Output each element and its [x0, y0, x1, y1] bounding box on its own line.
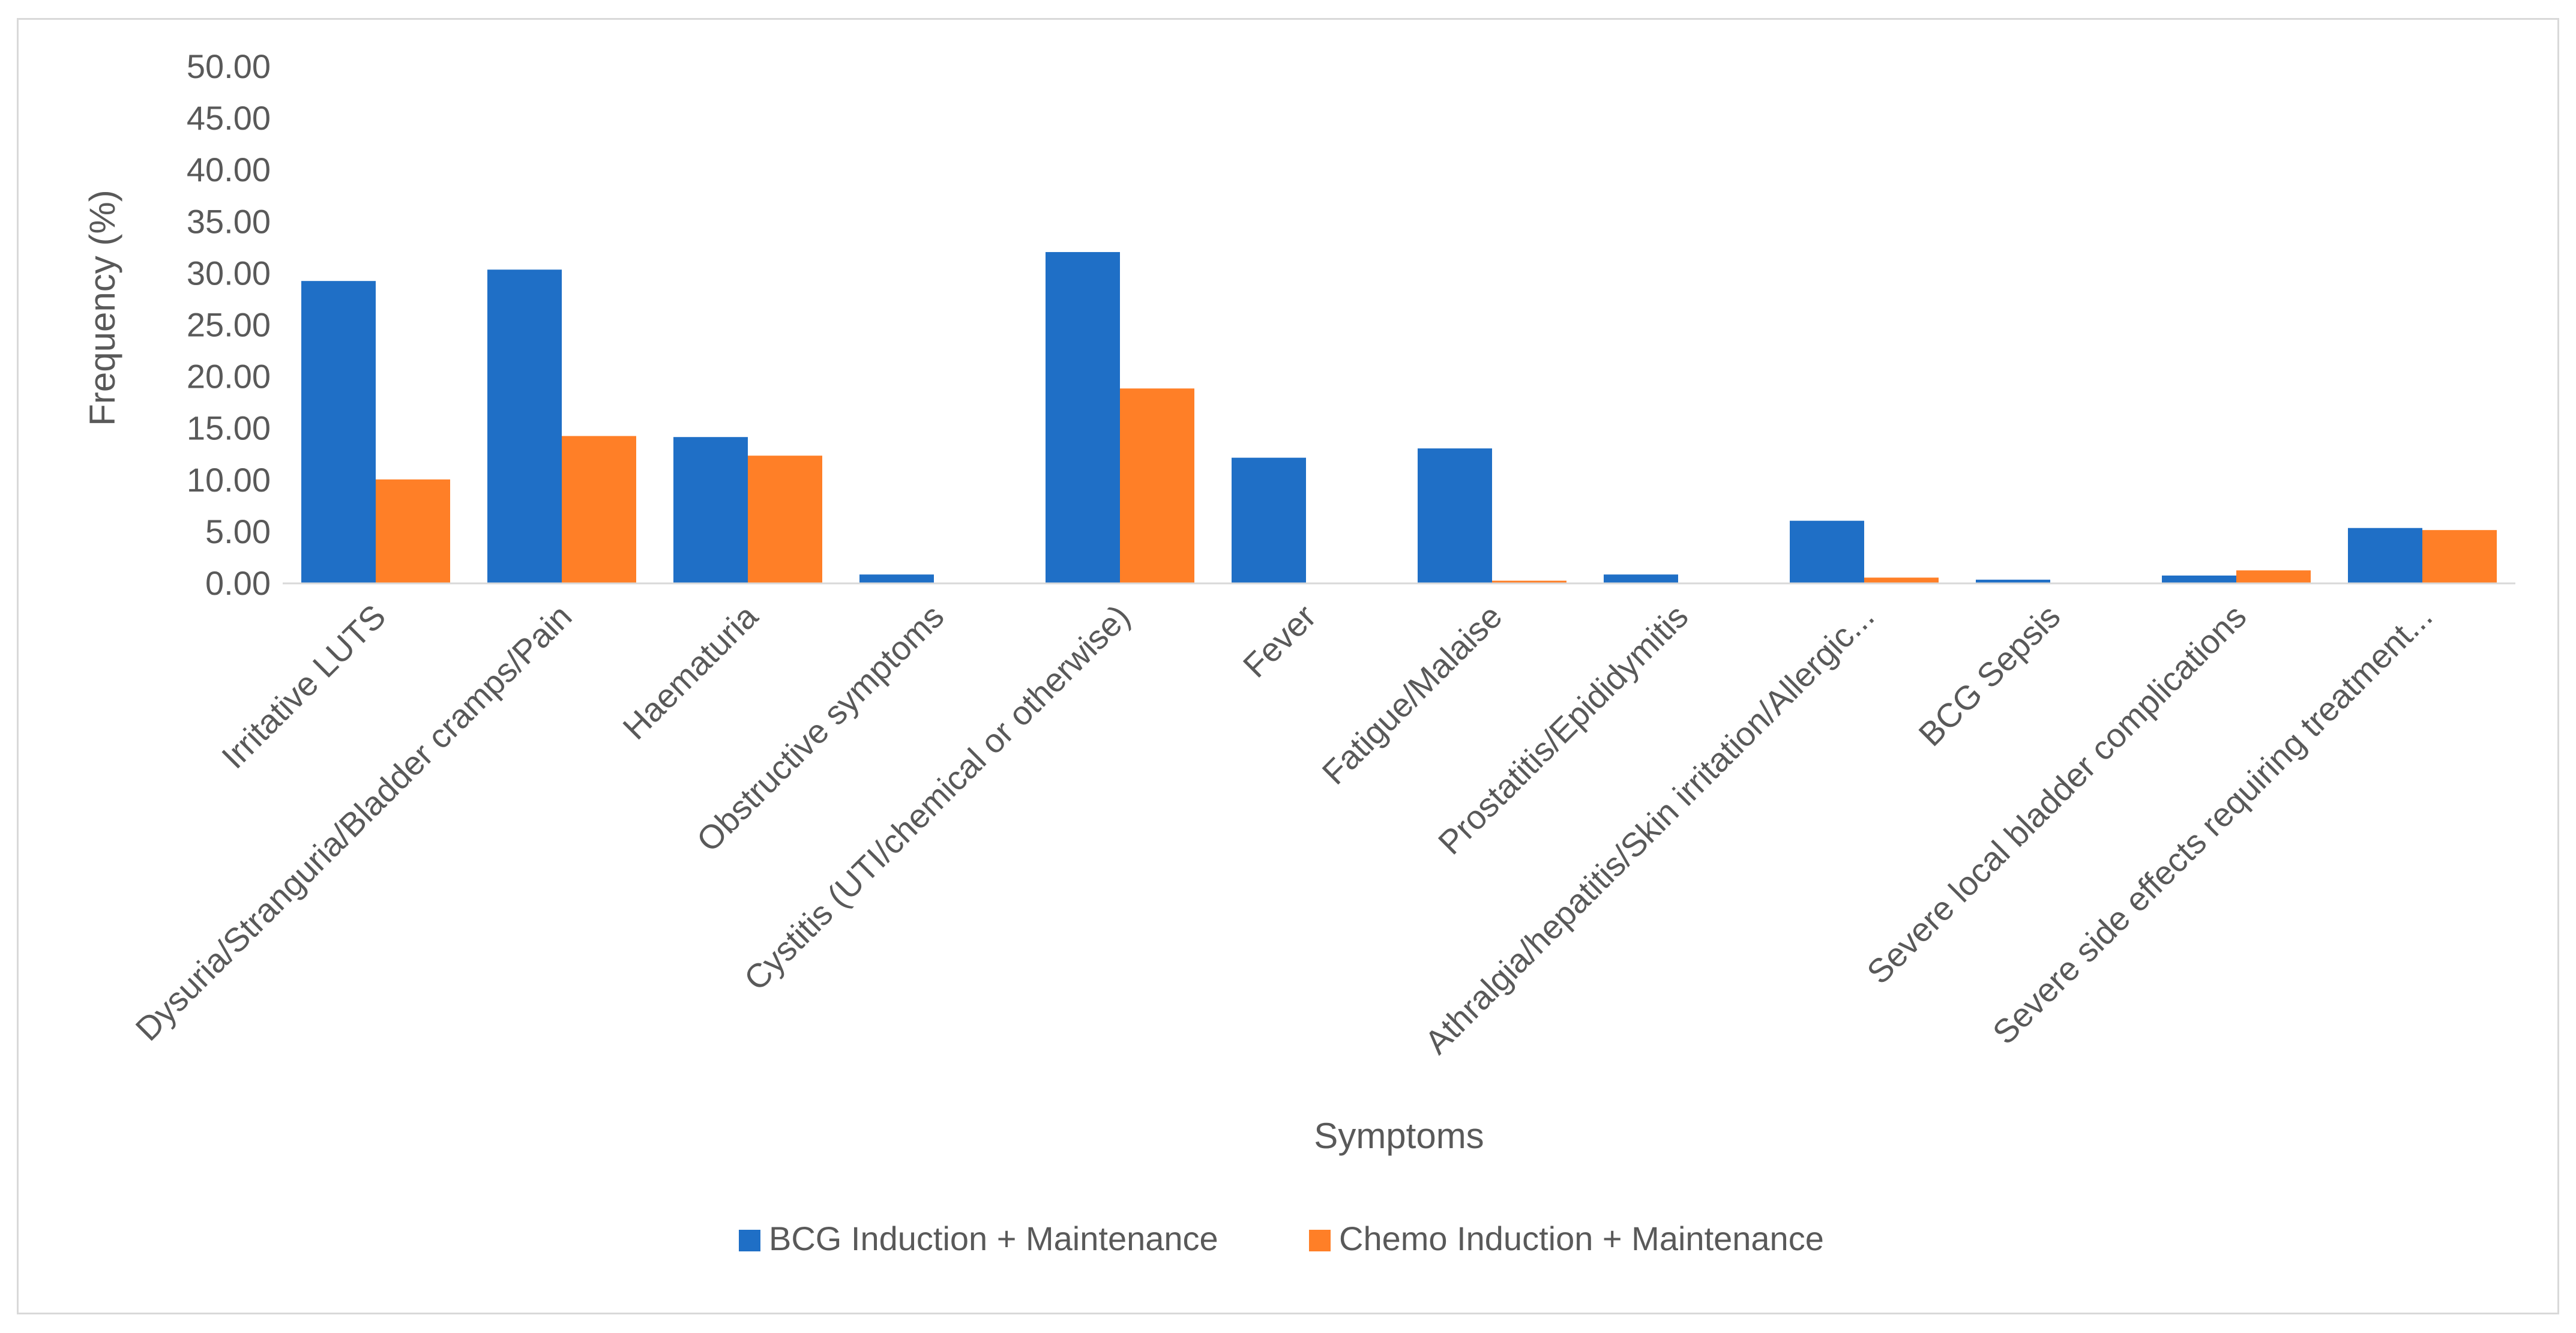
bar-bcg [1418, 448, 1492, 583]
bar-bcg [487, 269, 562, 583]
x-category-label: Dysuria/Stranguria/Bladder cramps/Pain [128, 597, 579, 1048]
bar-chemo [748, 456, 822, 583]
y-axis-ticks: 0.00 5.00 10.00 15.00 20.00 25.00 30.00 35.00 40… [187, 47, 271, 602]
y-tick-label: 0.00 [205, 564, 271, 602]
x-category-label: BCG Sepsis [1911, 597, 2067, 753]
legend-label-bcg: BCG Induction + Maintenance [769, 1220, 1218, 1257]
bar-bcg [673, 437, 748, 583]
chart-area: 0.00 5.00 10.00 15.00 20.00 25.00 30.00 35.00 40… [17, 18, 2559, 1314]
x-category-label: Irritative LUTS [214, 597, 393, 776]
bar-bcg [2348, 528, 2422, 583]
y-tick-label: 45.00 [187, 99, 271, 137]
bar-bcg [1790, 520, 1864, 583]
bar-bcg [859, 574, 934, 583]
bar-bcg [2162, 575, 2236, 583]
y-tick-label: 20.00 [187, 358, 271, 396]
bar-chemo [2236, 570, 2311, 583]
x-category-label: Cystitis (UTI/chemical or otherwise) [736, 597, 1137, 997]
category-labels: Irritative LUTSDysuria/Stranguria/Bladde… [128, 597, 2439, 1061]
bar-chemo [562, 436, 636, 583]
y-tick-label: 50.00 [187, 47, 271, 85]
y-tick-label: 35.00 [187, 202, 271, 240]
x-category-label: Haematuria [615, 597, 765, 747]
y-tick-label: 10.00 [187, 461, 271, 499]
legend-swatch-bcg [739, 1230, 760, 1251]
y-tick-label: 5.00 [205, 513, 271, 550]
bar-chemo [1120, 388, 1194, 583]
x-axis-title: Symptoms [1314, 1116, 1484, 1156]
bar-chemo [376, 479, 450, 583]
x-category-label: Severe local bladder complications [1859, 597, 2253, 991]
x-category-label: Fatigue/Malaise [1314, 597, 1509, 792]
bar-bcg [1232, 457, 1306, 583]
bar-chemo [1864, 577, 1939, 583]
y-axis-title: Frequency (%) [82, 190, 122, 426]
bar-chemo [2422, 530, 2497, 583]
bar-bcg [1046, 251, 1120, 583]
bar-chart: 0.00 5.00 10.00 15.00 20.00 25.00 30.00 35.00 40… [82, 47, 2515, 1257]
y-tick-label: 40.00 [187, 151, 271, 188]
y-tick-label: 15.00 [187, 409, 271, 447]
bars [301, 251, 2497, 583]
x-category-label: Fever [1236, 597, 1323, 685]
bar-bcg [1976, 579, 2050, 583]
legend: BCG Induction + Maintenance Chemo Inducti… [739, 1220, 1824, 1257]
bar-chemo [1492, 580, 1566, 583]
y-tick-label: 25.00 [187, 306, 271, 344]
y-tick-label: 30.00 [187, 254, 271, 292]
bar-bcg [1604, 574, 1678, 583]
legend-label-chemo: Chemo Induction + Maintenance [1339, 1220, 1824, 1257]
bar-bcg [301, 281, 376, 583]
legend-swatch-chemo [1309, 1230, 1331, 1251]
x-category-label: Severe side effects requiring treatment.… [1985, 597, 2440, 1052]
